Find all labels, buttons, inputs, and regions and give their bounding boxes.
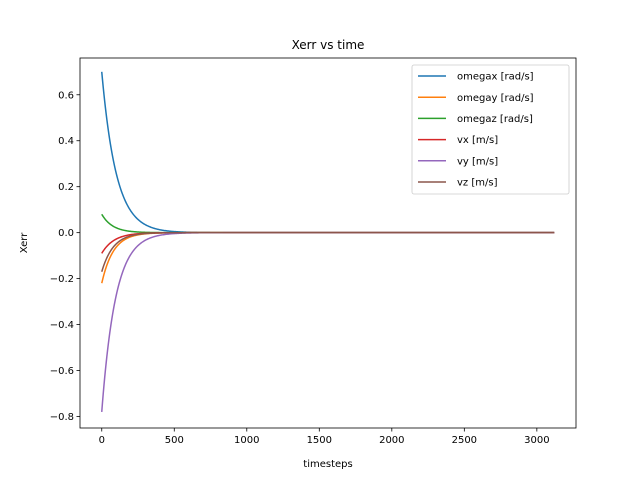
legend: omegax [rad/s] omegay [rad/s] omegaz [rad/… <box>411 64 570 195</box>
y-tick-label: −0.8 <box>50 412 74 423</box>
legend-label: vz [m/s] <box>457 178 498 189</box>
series-line-3 <box>101 213 555 234</box>
series-line-6 <box>101 231 555 272</box>
y-tick-label: −0.2 <box>50 274 74 285</box>
series-line-4 <box>101 231 555 254</box>
y-axis-label: Xerr <box>19 232 30 253</box>
x-tick-label: 1500 <box>307 435 332 446</box>
y-tick-label: 0.4 <box>58 136 74 147</box>
series-line-2 <box>101 231 555 284</box>
chart-title: Xerr vs time <box>292 38 365 52</box>
plot-frame <box>79 57 577 429</box>
y-axis: −0.8 −0.6 −0.4 −0.2 0.0 0.2 0.4 0.6 <box>50 90 80 423</box>
x-tick-label: 3000 <box>524 435 549 446</box>
x-axis-label: timesteps <box>303 459 352 470</box>
y-tick-label: 0.0 <box>58 228 74 239</box>
y-tick-label: 0.2 <box>58 182 74 193</box>
x-tick-label: 500 <box>165 435 184 446</box>
legend-label: omegax [rad/s] <box>457 72 534 83</box>
x-tick-label: 1000 <box>234 435 259 446</box>
legend-label: vx [m/s] <box>457 135 498 146</box>
y-tick-label: −0.4 <box>50 320 74 331</box>
x-tick-label: 2500 <box>452 435 477 446</box>
legend-box <box>411 64 570 195</box>
x-tick-label: 0 <box>99 435 105 446</box>
legend-label: vy [m/s] <box>457 156 498 167</box>
y-tick-label: 0.6 <box>58 90 74 101</box>
x-tick-label: 2000 <box>379 435 404 446</box>
series-line-5 <box>101 231 555 412</box>
legend-label: omegay [rad/s] <box>457 93 534 104</box>
legend-label: omegaz [rad/s] <box>457 114 533 125</box>
x-axis: 0 500 1000 1500 2000 2500 3000 <box>99 428 550 446</box>
y-tick-label: −0.6 <box>50 366 74 377</box>
series-layer <box>101 71 555 412</box>
